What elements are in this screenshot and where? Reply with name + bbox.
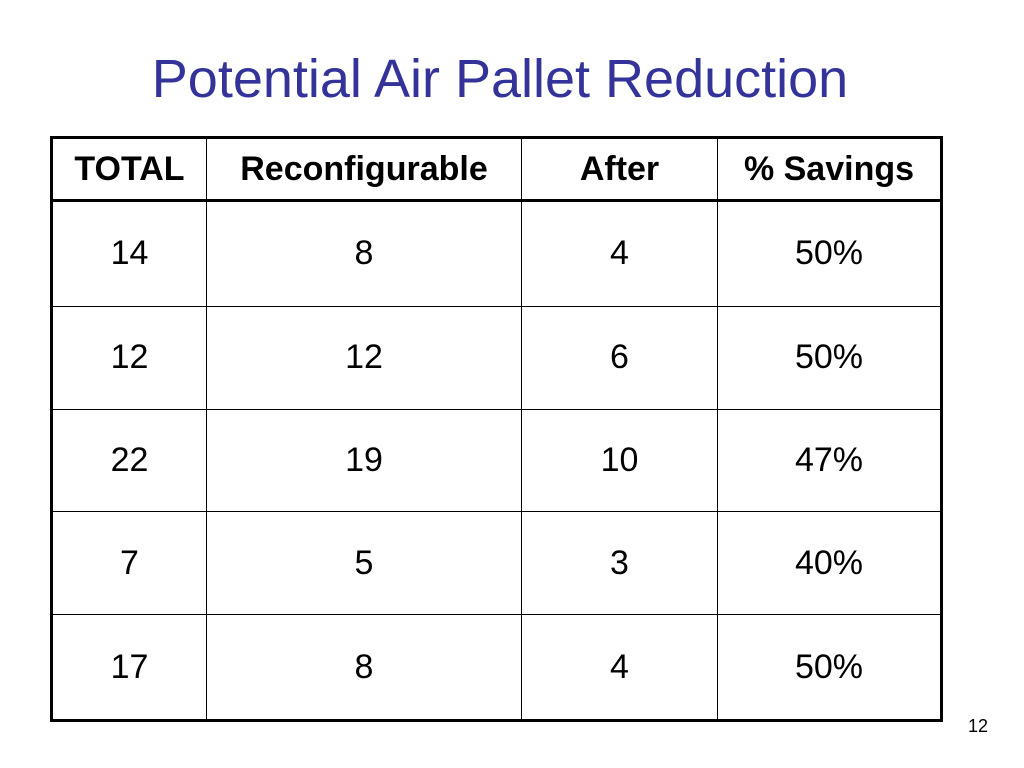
table-header-row: TOTAL Reconfigurable After % Savings — [51, 137, 942, 201]
cell-reconfigurable: 12 — [206, 305, 522, 410]
header-after: After — [521, 137, 718, 201]
cell-savings: 47% — [717, 408, 942, 513]
cell-after: 3 — [521, 511, 718, 616]
cell-savings: 50% — [717, 614, 942, 721]
table-row: 7 5 3 40% — [51, 511, 942, 616]
cell-after: 6 — [521, 305, 718, 410]
table-row: 14 8 4 50% — [51, 200, 942, 307]
cell-reconfigurable: 8 — [206, 200, 522, 307]
table-row: 17 8 4 50% — [51, 614, 942, 721]
cell-after: 10 — [521, 408, 718, 513]
cell-total: 22 — [51, 408, 207, 513]
header-reconfigurable: Reconfigurable — [206, 137, 522, 201]
cell-after: 4 — [521, 614, 718, 721]
cell-total: 7 — [51, 511, 207, 616]
table-row: 22 19 10 47% — [51, 408, 942, 513]
cell-savings: 40% — [717, 511, 942, 616]
cell-total: 12 — [51, 305, 207, 410]
slide-title: Potential Air Pallet Reduction — [151, 49, 849, 109]
table-row: 12 12 6 50% — [51, 305, 942, 410]
cell-total: 14 — [51, 200, 207, 307]
page-number: 12 — [967, 716, 988, 736]
savings-table: TOTAL Reconfigurable After % Savings 14 … — [50, 136, 943, 722]
cell-total: 17 — [51, 614, 207, 721]
cell-savings: 50% — [717, 305, 942, 410]
cell-reconfigurable: 19 — [206, 408, 522, 513]
header-total: TOTAL — [51, 137, 207, 201]
cell-reconfigurable: 8 — [206, 614, 522, 721]
cell-after: 4 — [521, 200, 718, 307]
cell-reconfigurable: 5 — [206, 511, 522, 616]
header-savings: % Savings — [717, 137, 942, 201]
cell-savings: 50% — [717, 200, 942, 307]
